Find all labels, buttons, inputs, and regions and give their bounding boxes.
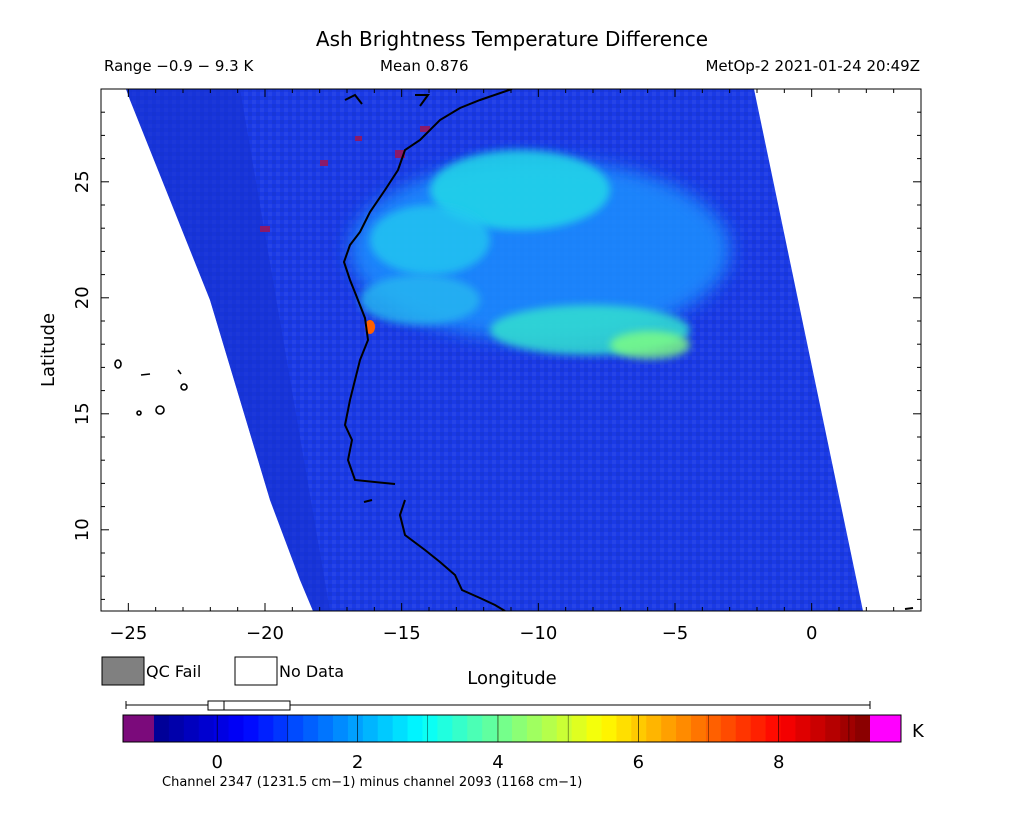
colorbar-bin [347,715,364,742]
no-data-swatch [234,656,278,686]
x-tick-label: −10 [519,623,557,644]
colorbar-bin [243,715,260,742]
mean-text: Mean 0.876 [380,57,469,75]
colorbar-bin [705,715,722,742]
x-tick-label: −20 [246,623,284,644]
map-plot [114,89,914,611]
colorbar-bin [482,715,498,742]
colorbar-bin [750,715,767,742]
colorbar-caption: Channel 2347 (1231.5 cm−1) minus channel… [162,775,582,790]
colorbar-bin [780,715,797,742]
colorbar-bin [467,715,483,742]
colorbar-bin [810,715,826,742]
colorbar-bin [646,715,662,742]
coastline-north [344,93,430,107]
colorbar-bin [571,715,588,742]
colorbar-bin [526,715,543,742]
colorbar-bin [273,715,289,742]
colorbar-bin [512,715,528,742]
y-tick-label: 20 [72,286,93,309]
x-tick-label: −25 [109,623,147,644]
colorbar-bin [183,715,200,742]
colorbar-bin [616,715,632,742]
colorbar-bin [765,715,782,742]
colorbar-bin [661,715,677,742]
colorbar-overflow [870,715,901,742]
colorbar-bin [362,715,379,742]
colorbar-bin [452,715,468,742]
coastline-fragment-east [904,607,914,610]
colorbar-bin [556,715,573,742]
colorbar-tick-label: 0 [211,752,222,773]
colorbar-bin [795,715,811,742]
colorbar-unit: K [912,721,925,742]
x-tick-label: −5 [662,623,689,644]
colorbar-tick-label: 6 [633,752,644,773]
coastline [342,89,513,611]
colorbar-bin [333,715,349,742]
colorbar-bin [691,715,707,742]
y-axis-ticks: 10 15 20 25 [72,88,921,600]
distribution-boxplot [125,700,871,711]
colorbar-bin [631,715,647,742]
qc-fail-label: QC Fail [146,662,201,681]
x-axis-ticks: −25 −20 −15 −10 −5 0 [100,89,922,644]
x-tick-label: −15 [383,623,421,644]
colorbar-bin [676,715,692,742]
satellite-time-text: MetOp-2 2021-01-24 20:49Z [705,57,920,75]
colorbar-bin [735,715,752,742]
no-data-label: No Data [279,662,344,681]
colorbar-bin [318,715,334,742]
colorbar-bin [825,715,841,742]
colorbar-bin [437,715,453,742]
colorbar-tick-label: 8 [773,752,784,773]
qc-fail-swatch [101,656,145,686]
colorbar-bin [422,715,439,742]
colorbar-bin [198,715,215,742]
colorbar-bin [541,715,558,742]
islands [114,359,188,416]
chart-title: Ash Brightness Temperature Difference [316,27,708,51]
colorbar-bin [228,715,245,742]
colorbar-tick-label: 4 [492,752,503,773]
colorbar-bin [855,715,871,742]
x-axis-label: Longitude [467,668,557,689]
colorbar-bin [288,715,304,742]
colorbar-bin [497,715,513,742]
colorbar-bin [840,715,856,742]
colorbar-bin [303,715,319,742]
colorbar-bin [168,715,185,742]
colorbar: 0 2 4 6 8 [122,714,902,773]
ash-plume [260,126,730,359]
colorbar-bin [407,715,424,742]
colorbar-tick-label: 2 [352,752,363,773]
colorbar-frame [122,714,902,743]
range-text: Range −0.9 − 9.3 K [104,57,254,75]
colorbar-bin [258,715,274,742]
y-tick-label: 10 [72,518,93,541]
colorbar-underflow [123,715,154,742]
swath-west-band [126,89,330,611]
coastline-fragment [363,499,373,503]
colorbar-bin [601,715,618,742]
colorbar-bin [392,715,409,742]
colorbar-bin [586,715,603,742]
colorbar-bin [377,715,394,742]
y-axis-label: Latitude [38,313,59,387]
colorbar-bin [154,715,170,742]
colorbar-bin [720,715,737,742]
y-tick-label: 25 [72,170,93,193]
x-tick-label: 0 [806,623,817,644]
colorbar-bin [213,715,230,742]
y-tick-label: 15 [72,402,93,425]
